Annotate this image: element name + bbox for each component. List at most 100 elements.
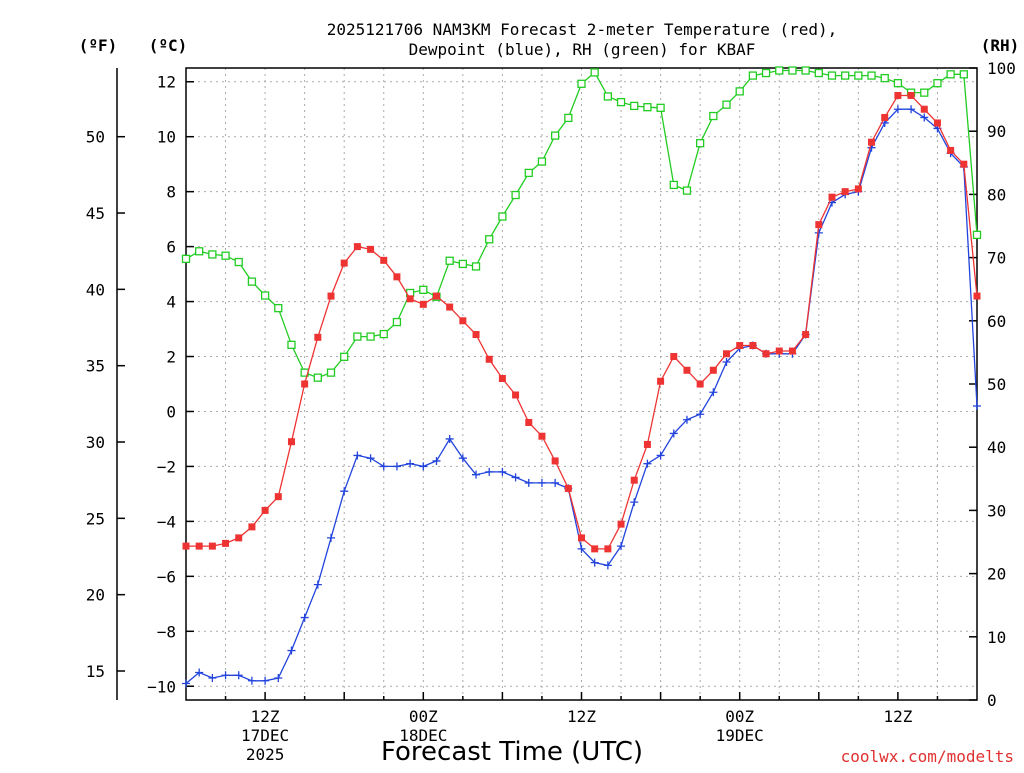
rh-tick-label: 60 <box>987 312 1006 331</box>
rh-axis-unit: (RH) <box>981 36 1020 55</box>
x-tick-year: 2025 <box>246 745 285 764</box>
rh-point <box>366 332 375 341</box>
fahrenheit-tick-label: 35 <box>86 357 105 376</box>
temperature-point <box>406 295 414 303</box>
temperature-point <box>828 193 836 201</box>
rh-tick-label: 90 <box>987 122 1006 141</box>
temperature-point <box>709 366 717 374</box>
fahrenheit-tick-label: 20 <box>86 586 105 605</box>
rh-point <box>841 71 850 80</box>
temperature-point <box>683 366 691 374</box>
temperature-point <box>894 91 902 99</box>
rh-point <box>748 71 758 80</box>
dewpoint-point <box>300 613 309 622</box>
temperature-point <box>419 300 427 308</box>
temperature-point <box>485 355 493 363</box>
temperature-point <box>960 160 968 168</box>
dewpoint-point <box>669 429 678 438</box>
rh-point <box>577 79 586 88</box>
rh-point <box>669 180 678 190</box>
dewpoint-point <box>182 679 190 688</box>
dewpoint-point <box>643 459 652 468</box>
rh-point <box>445 256 454 265</box>
dewpoint-point <box>221 671 230 680</box>
temperature-point <box>657 377 665 385</box>
chart-title-line-2: Dewpoint (blue), RH (green) for KBAF <box>409 40 756 59</box>
rh-tick-label: 10 <box>987 628 1006 647</box>
series-line-temperature <box>186 94 978 550</box>
rh-point <box>722 100 731 109</box>
celsius-tick-label: 0 <box>166 402 176 421</box>
rh-point <box>537 157 547 166</box>
rh-point <box>775 66 784 75</box>
celsius-axis-unit: (ºC) <box>149 36 188 55</box>
fahrenheit-tick-label: 15 <box>86 662 105 681</box>
temperature-point <box>498 375 506 383</box>
dewpoint-point <box>327 533 336 542</box>
dewpoint-point <box>590 558 599 567</box>
dewpoint-point <box>458 454 467 463</box>
dewpoint-point <box>577 544 586 553</box>
temperature-point <box>617 520 625 528</box>
dewpoint-point <box>973 401 981 410</box>
rh-point <box>392 317 402 327</box>
temperature-point <box>630 476 638 484</box>
x-tick-date: 19DEC <box>716 726 764 745</box>
rh-point <box>854 71 863 80</box>
rh-point <box>735 87 744 96</box>
rh-point <box>208 250 217 259</box>
rh-point <box>867 71 876 80</box>
celsius-tick-label: −2 <box>157 457 176 476</box>
dewpoint-point <box>195 668 204 677</box>
rh-point <box>972 230 982 239</box>
rh-point <box>827 71 837 80</box>
rh-point <box>287 340 296 349</box>
dewpoint-point <box>498 467 507 476</box>
dewpoint-point <box>261 676 270 685</box>
celsius-tick-label: 12 <box>157 73 176 92</box>
rh-point <box>221 251 230 260</box>
temperature-point <box>248 523 256 531</box>
temperature-point <box>538 432 546 440</box>
dewpoint-point <box>247 676 256 685</box>
rh-point <box>195 247 204 256</box>
temperature-point <box>208 542 216 550</box>
rh-point <box>419 285 428 294</box>
rh-point <box>603 92 613 101</box>
celsius-tick-label: −10 <box>147 677 176 696</box>
temperature-point <box>578 534 585 542</box>
celsius-tick-label: 2 <box>166 348 176 367</box>
temperature-point <box>314 333 322 341</box>
temperature-point <box>551 457 559 465</box>
x-tick-label: 12Z <box>883 707 912 726</box>
temperature-point <box>973 292 981 300</box>
dewpoint-point <box>353 451 362 460</box>
temperature-point <box>723 350 731 358</box>
temperature-point <box>591 545 599 553</box>
rh-tick-label: 20 <box>987 565 1006 584</box>
rh-point <box>709 111 718 121</box>
temperature-point <box>762 350 770 358</box>
series-layer <box>181 66 982 688</box>
dewpoint-point <box>709 388 718 397</box>
dewpoint-point <box>814 228 823 237</box>
temperature-point <box>564 484 572 492</box>
dewpoint-point <box>340 487 349 496</box>
celsius-tick-label: 4 <box>166 293 176 312</box>
dewpoint-point <box>419 462 428 471</box>
temperature-point <box>393 273 401 281</box>
temperature-point <box>446 303 454 311</box>
temperature-point <box>380 256 388 264</box>
dewpoint-point <box>406 459 415 468</box>
dewpoint-point <box>551 478 560 487</box>
rh-point <box>920 88 929 97</box>
temperature-point <box>947 146 955 154</box>
dewpoint-point <box>524 478 533 487</box>
rh-point <box>260 291 270 300</box>
temperature-point <box>525 418 533 426</box>
rh-tick-label: 30 <box>987 501 1006 520</box>
fahrenheit-tick-label: 40 <box>86 280 105 299</box>
temperature-point <box>604 545 612 553</box>
temperature-point <box>472 331 480 339</box>
temperature-point <box>327 292 335 300</box>
